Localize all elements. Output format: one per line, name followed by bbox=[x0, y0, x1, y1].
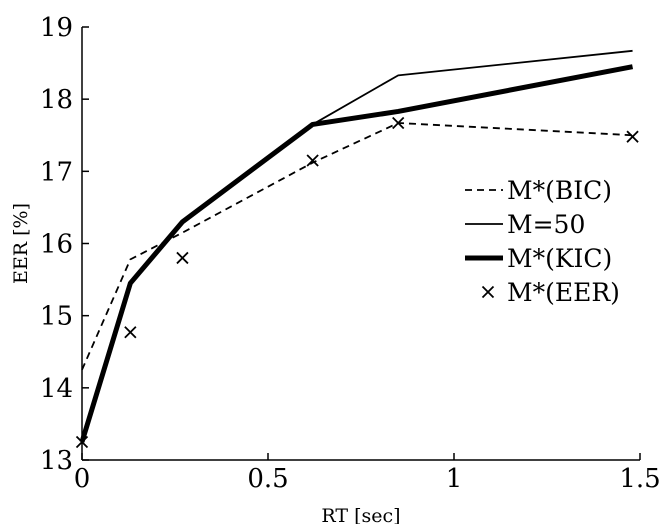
legend-label: M*(EER) bbox=[507, 278, 620, 307]
y-ticks: 13 14 15 16 17 18 19 bbox=[40, 13, 89, 476]
x-tick-label: 0 bbox=[74, 464, 91, 494]
eer-marker bbox=[176, 251, 189, 265]
eer-marker bbox=[75, 435, 89, 449]
eer-marker bbox=[626, 130, 639, 143]
legend-label: M*(KIC) bbox=[507, 244, 612, 273]
y-tick-label: 13 bbox=[40, 446, 73, 476]
y-axis-label: EER [%] bbox=[10, 203, 32, 284]
legend-label: M*(BIC) bbox=[507, 176, 612, 205]
x-ticks: 0 0.5 1 1.5 bbox=[74, 453, 660, 494]
series-line-dashed bbox=[81, 122, 633, 371]
x-tick-label: 1 bbox=[446, 464, 463, 494]
x-axis-label: RT [sec] bbox=[321, 505, 400, 524]
y-tick-label: 16 bbox=[40, 230, 73, 260]
x-tick-label: 0.5 bbox=[247, 464, 288, 494]
y-tick-label: 19 bbox=[40, 13, 73, 43]
legend-label: M=50 bbox=[507, 210, 585, 239]
eer-marker bbox=[392, 116, 405, 130]
y-tick-label: 15 bbox=[40, 302, 73, 332]
y-tick-label: 18 bbox=[40, 85, 73, 115]
eer-marker bbox=[124, 326, 137, 339]
series-layer bbox=[75, 49, 639, 449]
y-tick-label: 14 bbox=[40, 374, 73, 404]
legend: M*(BIC) M=50 M*(KIC) M*(EER) bbox=[465, 176, 620, 307]
x-tick-label: 1.5 bbox=[619, 464, 660, 494]
legend-swatch bbox=[481, 285, 495, 299]
series-line-thick bbox=[79, 64, 634, 443]
eer-marker bbox=[306, 154, 319, 167]
y-tick-label: 17 bbox=[40, 157, 73, 187]
